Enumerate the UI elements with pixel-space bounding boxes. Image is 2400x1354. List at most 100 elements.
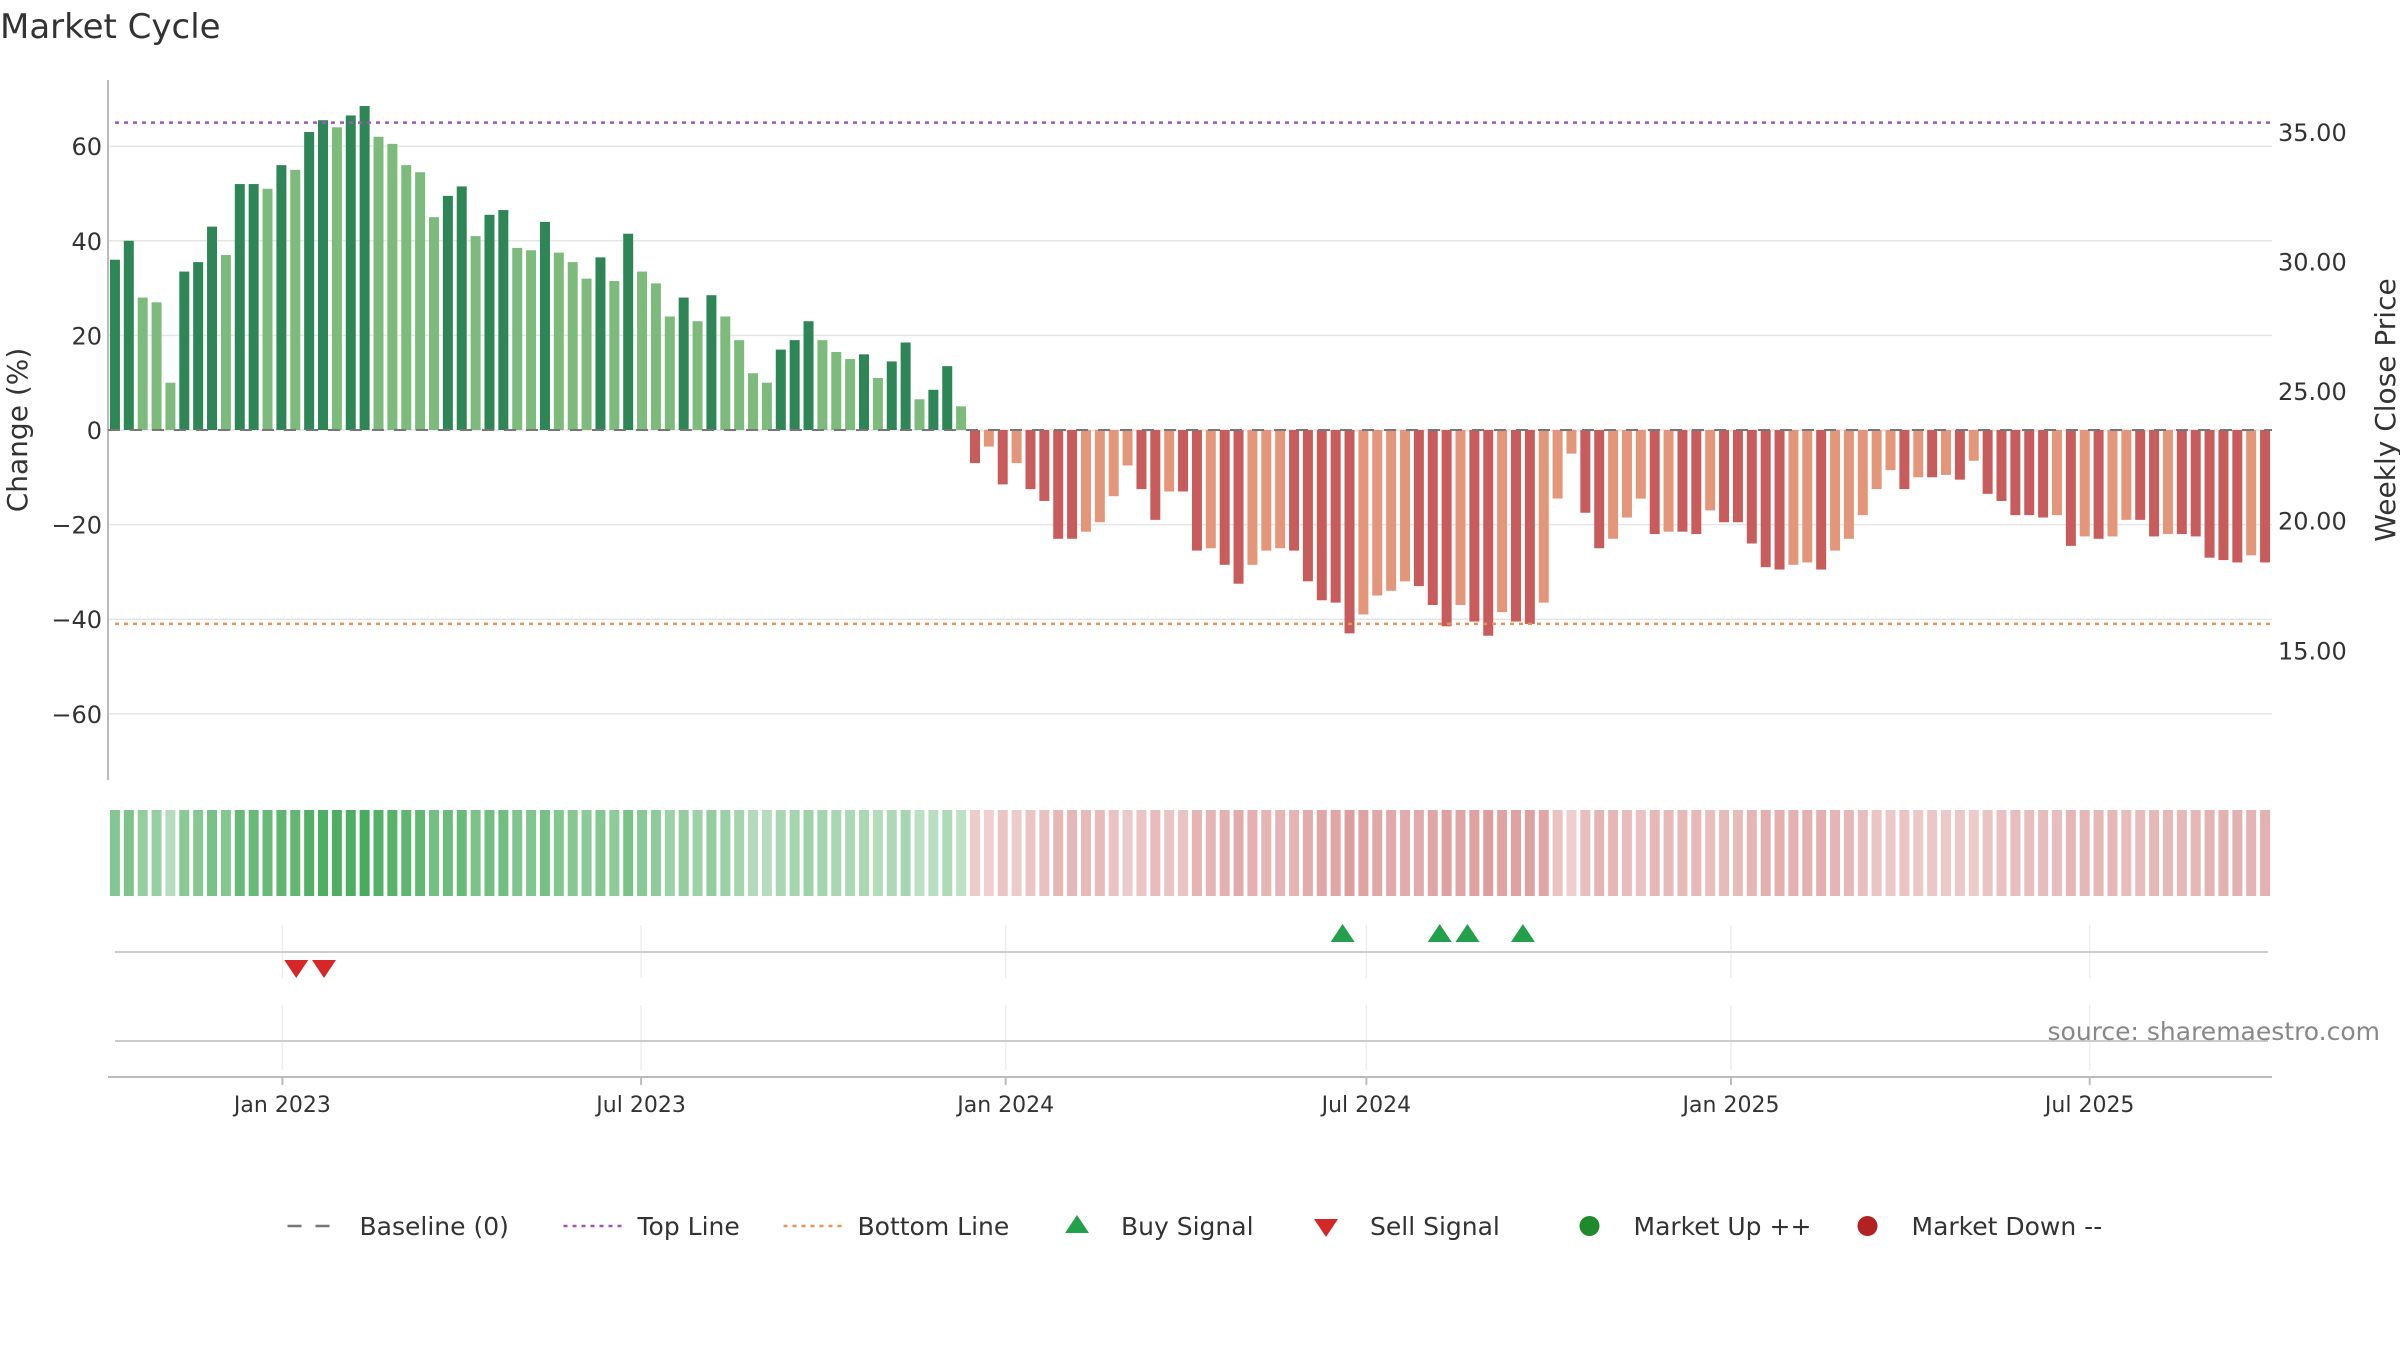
heat-cell — [2051, 810, 2062, 896]
heat-cell — [1427, 810, 1438, 896]
heat-cell — [2218, 810, 2229, 896]
bar — [387, 143, 398, 430]
bar — [498, 210, 509, 430]
heat-cell — [1400, 810, 1411, 896]
heat-cell — [692, 810, 703, 896]
bar — [1205, 430, 1216, 549]
chart-title: Market Cycle — [0, 7, 221, 47]
heat-cell — [1233, 810, 1244, 896]
bar — [1233, 430, 1244, 584]
bar — [1816, 430, 1827, 570]
heat-cell — [1025, 810, 1036, 896]
bar — [276, 165, 287, 430]
heat-cell — [1885, 810, 1896, 896]
bar — [623, 233, 634, 430]
heat-cell — [859, 810, 870, 896]
x-tick-label: Jul 2023 — [594, 1093, 686, 1118]
heat-cell — [1136, 810, 1147, 896]
bar — [1968, 430, 1979, 461]
bar — [1441, 430, 1452, 627]
heat-cell — [151, 810, 162, 896]
heat-cell — [1719, 810, 1730, 896]
market-panel — [115, 1005, 2268, 1070]
bar — [1732, 430, 1743, 523]
heat-cell — [2065, 810, 2076, 896]
bar — [609, 281, 620, 430]
bar — [1247, 430, 1258, 565]
heat-cell — [1164, 810, 1175, 896]
heat-cell — [1621, 810, 1632, 896]
bar — [1705, 430, 1716, 511]
bar — [1510, 430, 1521, 622]
heat-strip — [109, 810, 2271, 896]
bar — [900, 342, 911, 430]
bar — [1330, 430, 1341, 603]
bar — [1649, 430, 1660, 535]
heat-cell — [1968, 810, 1979, 896]
bar — [262, 188, 273, 430]
bar — [1982, 430, 1993, 494]
bar — [1289, 430, 1300, 551]
bar — [1843, 430, 1854, 539]
bar — [1788, 430, 1799, 565]
heat-cell — [803, 810, 814, 896]
bar — [2010, 430, 2021, 516]
heat-cell — [1649, 810, 1660, 896]
bar — [761, 382, 772, 430]
heat-cell — [1150, 810, 1161, 896]
heat-cell — [373, 810, 384, 896]
bar — [983, 430, 994, 447]
bar — [1067, 430, 1078, 539]
bar — [914, 399, 925, 430]
bar — [1746, 430, 1757, 544]
legend-label: Market Up ++ — [1634, 1212, 1812, 1241]
heat-cell — [609, 810, 620, 896]
heat-cell — [1746, 810, 1757, 896]
bar — [1913, 430, 1924, 478]
bar — [2176, 430, 2187, 535]
heat-cell — [2232, 810, 2243, 896]
heat-cell — [1816, 810, 1827, 896]
heat-cell — [831, 810, 842, 896]
bar — [1871, 430, 1882, 490]
bar — [526, 250, 537, 430]
bar — [318, 120, 329, 431]
heat-cell — [734, 810, 745, 896]
bar — [179, 271, 190, 430]
bar — [1427, 430, 1438, 605]
heat-cell — [595, 810, 606, 896]
bar — [1677, 430, 1688, 532]
bar — [872, 377, 883, 430]
legend-swatch — [1314, 1219, 1338, 1237]
heat-cell — [1566, 810, 1577, 896]
bar — [2190, 430, 2201, 537]
bar — [803, 321, 814, 430]
heat-cell — [775, 810, 786, 896]
bar — [2260, 430, 2271, 563]
bar — [165, 382, 176, 430]
bar — [1552, 430, 1563, 499]
bar — [886, 361, 897, 430]
bar — [1455, 430, 1466, 605]
bar — [373, 136, 384, 430]
bar — [969, 430, 980, 464]
y-tick-label: −60 — [51, 701, 102, 729]
y2-axis-label: Weekly Close Price — [2369, 278, 2400, 541]
heat-cell — [2162, 810, 2173, 896]
bar — [1039, 430, 1050, 501]
heat-cell — [1843, 810, 1854, 896]
bar — [775, 349, 786, 430]
bar — [304, 132, 315, 430]
heat-cell — [761, 810, 772, 896]
bar — [2038, 430, 2049, 518]
heat-cell — [969, 810, 980, 896]
bar — [1413, 430, 1424, 587]
heat-cell — [1469, 810, 1480, 896]
x-tick-label: Jul 2025 — [2043, 1093, 2135, 1118]
bar — [1954, 430, 1965, 480]
bar — [1497, 430, 1508, 613]
bar — [595, 257, 606, 430]
heat-cell — [1954, 810, 1965, 896]
